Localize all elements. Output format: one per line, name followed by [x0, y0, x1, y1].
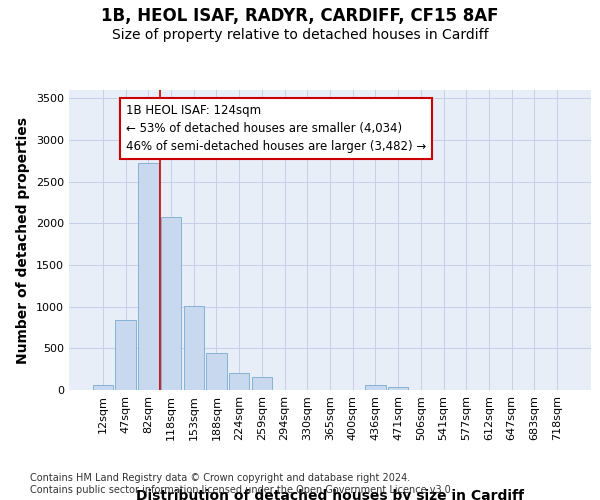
- Bar: [138, 162, 158, 390]
- Bar: [251, 376, 272, 390]
- X-axis label: Distribution of detached houses by size in Cardiff: Distribution of detached houses by size …: [136, 488, 524, 500]
- Bar: [93, 386, 113, 390]
- Bar: [184, 306, 204, 390]
- Bar: [161, 216, 181, 390]
- Y-axis label: Number of detached properties: Number of detached properties: [16, 116, 31, 364]
- Text: Size of property relative to detached houses in Cardiff: Size of property relative to detached ho…: [112, 28, 488, 42]
- Bar: [388, 387, 409, 390]
- Text: Contains HM Land Registry data © Crown copyright and database right 2024.
Contai: Contains HM Land Registry data © Crown c…: [30, 474, 454, 495]
- Bar: [206, 352, 227, 390]
- Text: 1B, HEOL ISAF, RADYR, CARDIFF, CF15 8AF: 1B, HEOL ISAF, RADYR, CARDIFF, CF15 8AF: [101, 8, 499, 26]
- Text: 1B HEOL ISAF: 124sqm
← 53% of detached houses are smaller (4,034)
46% of semi-de: 1B HEOL ISAF: 124sqm ← 53% of detached h…: [125, 104, 426, 153]
- Bar: [115, 320, 136, 390]
- Bar: [365, 384, 386, 390]
- Bar: [229, 372, 250, 390]
